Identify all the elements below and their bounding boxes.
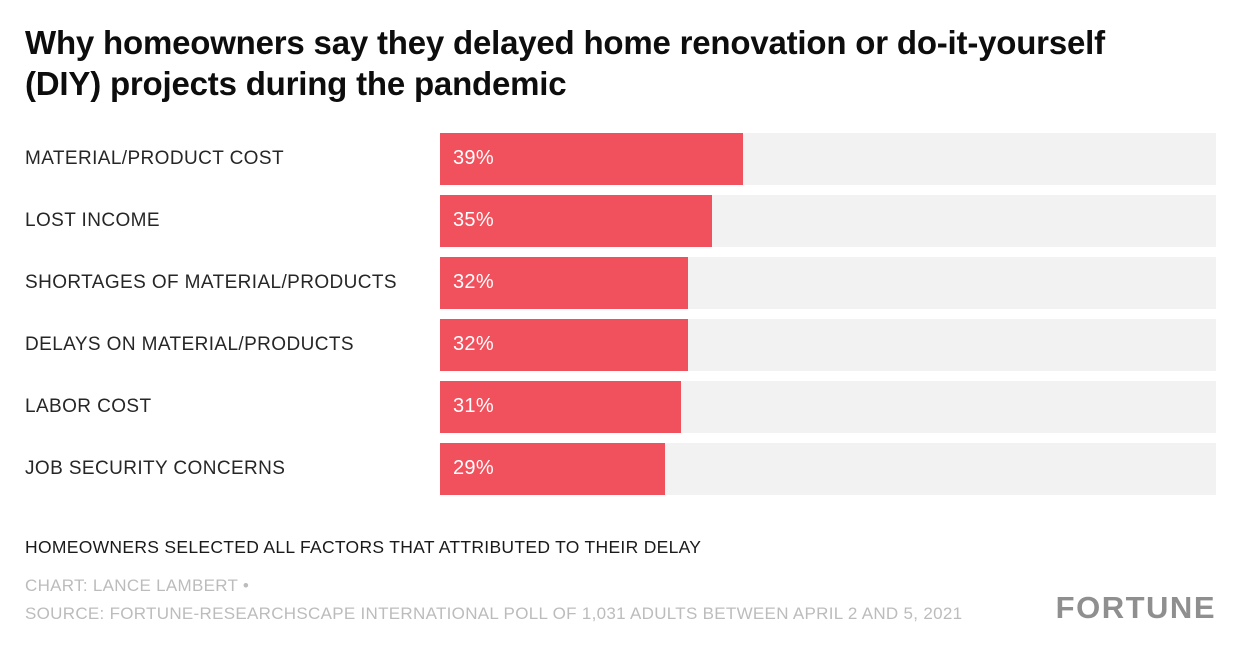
bar-track: 32% <box>440 318 1216 371</box>
bar-track: 29% <box>440 442 1216 495</box>
bar-row: SHORTAGES OF MATERIAL/PRODUCTS 32% <box>25 256 1216 309</box>
bar-row: LABOR COST 31% <box>25 380 1216 433</box>
bar: 29% <box>440 442 666 495</box>
bar-track: 35% <box>440 194 1216 247</box>
bar: 35% <box>440 194 712 247</box>
bar-track: 32% <box>440 256 1216 309</box>
bar-track: 39% <box>440 132 1216 185</box>
bar-label: JOB SECURITY CONCERNS <box>25 457 286 479</box>
credit-line: CHART: LANCE LAMBERT • <box>25 575 250 595</box>
bar-row: JOB SECURITY CONCERNS 29% <box>25 442 1216 495</box>
chart-title: Why homeowners say they delayed home ren… <box>25 24 1105 103</box>
bar-value: 31% <box>453 395 494 417</box>
bar-value: 32% <box>453 333 494 355</box>
bar-row: LOST INCOME 35% <box>25 194 1216 247</box>
bar-value: 32% <box>453 271 494 293</box>
bar: 32% <box>440 256 689 309</box>
bar: 32% <box>440 318 689 371</box>
bar-value: 29% <box>453 457 494 479</box>
bar-label: LABOR COST <box>25 395 152 417</box>
source-line: SOURCE: FORTUNE-RESEARCHSCAPE INTERNATIO… <box>25 603 963 623</box>
bar-label: SHORTAGES OF MATERIAL/PRODUCTS <box>25 271 397 293</box>
bar: 31% <box>440 380 681 433</box>
bar-label: DELAYS ON MATERIAL/PRODUCTS <box>25 333 354 355</box>
bar: 39% <box>440 132 743 185</box>
bar-label: LOST INCOME <box>25 209 160 231</box>
chart-note: HOMEOWNERS SELECTED ALL FACTORS THAT ATT… <box>25 536 702 557</box>
bar-rows: MATERIAL/PRODUCT COST 39% LOST INCOME 35% SH… <box>25 132 1216 495</box>
bar-row: DELAYS ON MATERIAL/PRODUCTS 32% <box>25 318 1216 371</box>
credits-block: CHART: LANCE LAMBERT • SOURCE: FORTUNE-R… <box>25 572 962 628</box>
bar-track: 31% <box>440 380 1216 433</box>
chart-footer: CHART: LANCE LAMBERT • SOURCE: FORTUNE-R… <box>25 572 1216 628</box>
fortune-logo: FORTUNE <box>1055 589 1216 625</box>
bar-row: MATERIAL/PRODUCT COST 39% <box>25 132 1216 185</box>
bar-label: MATERIAL/PRODUCT COST <box>25 147 284 169</box>
bar-value: 35% <box>453 209 494 231</box>
bar-value: 39% <box>453 147 494 169</box>
